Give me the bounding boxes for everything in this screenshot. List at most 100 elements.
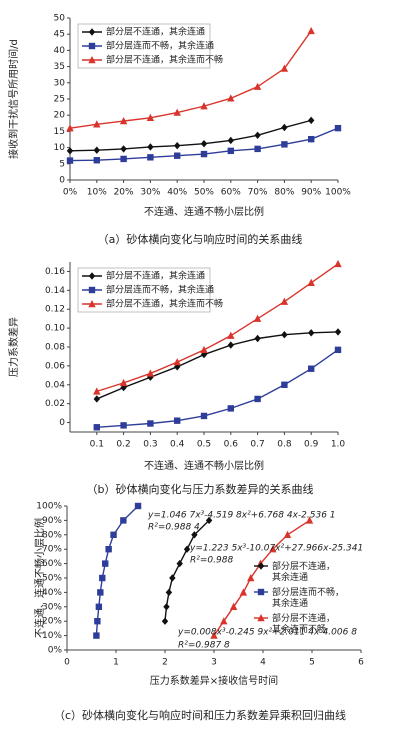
marker (174, 152, 181, 159)
marker (308, 365, 315, 372)
y-tick-label: 20% (42, 617, 62, 627)
y-tick-label: 40% (42, 588, 62, 598)
marker (227, 331, 235, 339)
y-axis-label: 压力系数差异 (7, 317, 20, 377)
x-tick-label: 0.4 (170, 440, 185, 450)
marker (120, 155, 127, 163)
marker (280, 297, 289, 305)
marker (173, 108, 181, 116)
annotation: R²=0.988 4 (148, 523, 200, 533)
y-tick-label: 70% (42, 545, 62, 555)
x-tick-label: 6 (358, 658, 364, 668)
marker (281, 141, 288, 148)
y-tick-label: 0.04 (45, 380, 65, 390)
marker (173, 358, 181, 366)
marker (334, 124, 342, 132)
marker (269, 545, 277, 553)
series-line (96, 263, 339, 393)
marker (257, 562, 265, 570)
y-tick-label: 45 (54, 30, 65, 40)
x-tick-label: 0.9 (304, 440, 319, 450)
annotation: R²=0.988 (190, 556, 233, 566)
x-tick-label: 40% (167, 188, 187, 198)
series-line (96, 331, 339, 400)
legend-label: 部分层连而不畅，其余连通 (272, 586, 344, 609)
x-tick-label: 10% (87, 188, 107, 198)
legend-label: 部分层不连通，其余连而不畅 (272, 612, 335, 635)
legend-label: 部分层不连通，其余连通 (272, 560, 335, 583)
marker (257, 588, 265, 596)
marker (200, 150, 208, 158)
legend-label: 部分层连而不畅，其余连通 (106, 284, 214, 296)
y-tick-label: 0 (59, 418, 65, 428)
y-tick-label: 50% (42, 574, 62, 584)
x-tick-label: 60% (221, 188, 241, 198)
marker (210, 631, 218, 639)
x-tick-label: 70% (248, 188, 268, 198)
marker (176, 559, 183, 568)
marker (93, 424, 100, 431)
x-tick-label: 0 (64, 658, 70, 668)
marker (146, 113, 155, 121)
marker (253, 314, 262, 322)
y-tick-label: 100% (36, 502, 62, 512)
y-tick-label: 5 (59, 159, 65, 169)
y-tick-label: 0.10 (45, 324, 65, 334)
marker (120, 145, 127, 153)
marker (165, 588, 173, 597)
x-axis-label: 压力系数差异×接收信号时间 (150, 674, 278, 687)
marker (88, 28, 96, 36)
y-tick-label: 0.02 (45, 399, 65, 409)
marker (281, 331, 288, 339)
x-axis-label: 不连通、连通不畅小层比例 (144, 459, 264, 472)
marker (93, 632, 100, 639)
marker (146, 369, 155, 377)
y-tick-label: 0.12 (45, 305, 65, 315)
y-tick-label: 0.06 (45, 361, 65, 371)
marker (191, 531, 198, 539)
marker (227, 136, 234, 145)
series-line (95, 505, 139, 636)
marker (94, 618, 101, 625)
y-tick-label: 10 (54, 143, 66, 153)
y-tick-label: 80% (42, 530, 62, 540)
marker (174, 141, 181, 150)
marker (334, 346, 342, 354)
y-tick-label: 40 (54, 46, 66, 56)
y-tick-label: 20 (54, 111, 66, 121)
annotation: R²=0.987 8 (178, 641, 230, 651)
marker (254, 334, 261, 343)
marker (200, 412, 208, 420)
legend-label: 部分层不连通，其余连通 (106, 270, 205, 282)
marker (66, 147, 74, 155)
marker (134, 502, 142, 510)
marker (200, 140, 208, 148)
marker (120, 517, 127, 524)
y-tick-label: 50 (54, 14, 66, 24)
marker (307, 26, 315, 35)
x-tick-label: 80% (274, 188, 294, 198)
annotation: y=1.223 5x³-10.07x²+27.966x-25.341 (189, 544, 363, 554)
marker (227, 341, 234, 349)
marker (205, 516, 213, 525)
y-tick-label: 10% (42, 631, 62, 641)
legend-label: 部分层不连通，其余连而不畅 (106, 298, 223, 310)
marker (105, 546, 112, 553)
y-tick-label: 0.14 (45, 286, 65, 296)
x-tick-label: 0.6 (224, 440, 239, 450)
marker (227, 94, 235, 102)
marker (119, 378, 128, 387)
y-tick-label: 25 (54, 95, 65, 105)
marker (88, 300, 96, 308)
marker (88, 272, 96, 280)
x-tick-label: 1.0 (331, 440, 346, 450)
marker (95, 603, 103, 610)
x-tick-label: 0.1 (90, 440, 104, 450)
x-tick-label: 50% (194, 188, 214, 198)
series-line (96, 349, 339, 428)
marker (253, 82, 262, 90)
marker (147, 154, 154, 161)
marker (120, 422, 127, 429)
